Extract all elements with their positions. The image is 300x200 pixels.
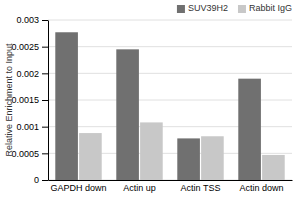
legend-label: Rabbit IgG [249, 3, 292, 13]
grid-line [48, 73, 292, 74]
y-tick-label: 0 [34, 175, 39, 185]
grid-line [48, 20, 292, 21]
y-tick-label: 0.003 [16, 15, 39, 25]
y-tick-label: 0.0015 [11, 95, 39, 105]
chart-container: 0 0.0005 0.001 0.0015 0.002 0.0025 0.003 GAPDH … [0, 0, 300, 200]
bar [177, 138, 200, 180]
grid-line [48, 46, 292, 47]
y-tick: 0.0005 [11, 149, 48, 159]
bar [116, 49, 139, 180]
y-tick-mark [42, 100, 48, 101]
bar-series [55, 32, 261, 180]
x-axis-line [49, 180, 293, 181]
x-tick: GAPDH down [50, 180, 106, 193]
bar [262, 155, 285, 180]
x-axis: GAPDH down Actin up Actin TSS Actin down [49, 180, 293, 193]
legend-item: SUV39H2 [177, 3, 228, 13]
x-tick: Actin down [239, 180, 283, 193]
y-axis-title: Relative Enrichment to Input [4, 43, 14, 157]
bar-series [79, 122, 285, 180]
y-tick-mark [42, 20, 48, 21]
bar [140, 122, 163, 180]
bar [238, 79, 261, 180]
y-tick-label: 0.0025 [11, 42, 39, 52]
y-tick-mark [42, 180, 48, 181]
x-tick-label: Actin down [239, 183, 283, 193]
legend-swatch [177, 5, 185, 13]
legend: Rabbit IgG SUV39H2 [177, 3, 292, 13]
x-tick: Actin TSS [181, 180, 221, 193]
plot-area: 0 0.0005 0.001 0.0015 0.002 0.0025 0.003 GAPDH … [11, 15, 292, 193]
y-tick-mark [42, 127, 48, 128]
bar [55, 32, 78, 180]
y-tick-mark [42, 153, 48, 154]
y-tick-mark [42, 73, 48, 74]
chart-svg: 0 0.0005 0.001 0.0015 0.002 0.0025 0.003 GAPDH … [0, 0, 300, 200]
x-tick: Actin up [123, 180, 156, 193]
y-tick-mark [42, 47, 48, 48]
bars [55, 32, 284, 180]
grid [48, 20, 292, 180]
y-tick: 0.0015 [11, 95, 48, 105]
bar [201, 136, 224, 180]
x-tick-label: Actin TSS [181, 183, 221, 193]
legend-label: SUV39H2 [188, 3, 228, 13]
y-tick-label: 0.0005 [11, 149, 39, 159]
y-tick: 0.003 [16, 15, 48, 25]
legend-item: Rabbit IgG [238, 3, 292, 13]
y-tick-label: 0.001 [16, 122, 39, 132]
y-tick: 0 [34, 175, 48, 185]
y-axis-line [48, 21, 49, 181]
y-axis: 0 0.0005 0.001 0.0015 0.002 0.0025 0.003 [11, 15, 48, 185]
x-tick-label: GAPDH down [50, 183, 106, 193]
bar [79, 133, 102, 180]
y-tick: 0.001 [16, 122, 48, 132]
y-tick: 0.002 [16, 69, 48, 79]
x-tick-label: Actin up [123, 183, 156, 193]
y-tick-label: 0.002 [16, 69, 39, 79]
legend-swatch [238, 5, 246, 13]
y-tick: 0.0025 [11, 42, 48, 52]
